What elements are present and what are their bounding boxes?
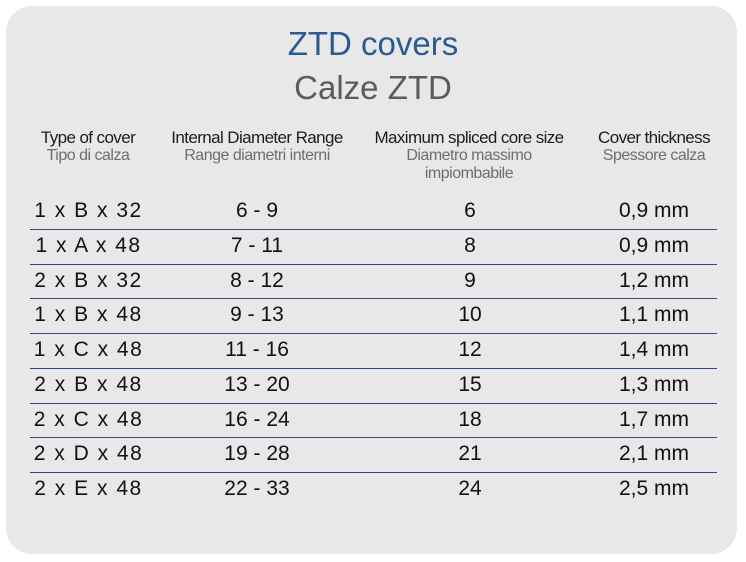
cell-type-of-cover: 2 x C x 48 — [33, 407, 144, 431]
page-title: ZTD covers — [287, 25, 459, 62]
cell-thickness: 1,3 mm — [618, 372, 689, 396]
cell-core-size: 15 — [458, 372, 482, 396]
table-row: 2 x D x 48 19 - 28 21 2,1 mm — [0, 437, 746, 472]
table-row: 1 x B x 48 9 - 13 10 1,1 mm — [0, 298, 746, 333]
cell-type-of-cover: 2 x B x 32 — [34, 268, 143, 292]
header-type-of-cover: Type of cover Tipo di calza — [20, 129, 156, 165]
header-label-it: Range diametri interni — [184, 147, 330, 164]
cell-diameter-range: 9 - 13 — [230, 303, 284, 327]
table-row: 2 x E x 48 22 - 33 24 2,5 mm — [0, 472, 746, 507]
cell-diameter-range: 22 - 33 — [224, 477, 290, 500]
table-row: 1 x A x 48 7 - 11 8 0,9 mm — [0, 229, 746, 264]
cell-type-of-cover: 2 x D x 48 — [33, 442, 144, 466]
table-row: 1 x C x 48 11 - 16 12 1,4 mm — [0, 333, 746, 368]
table-row: 1 x B x 32 6 - 9 6 0,9 mm — [0, 194, 746, 229]
cell-type-of-cover: 1 x B x 32 — [34, 199, 143, 222]
row-divider — [30, 263, 717, 265]
cell-thickness: 1,7 mm — [618, 407, 689, 431]
cell-diameter-range: 7 - 11 — [230, 233, 284, 257]
cell-thickness: 0,9 mm — [618, 199, 689, 222]
table-card — [6, 6, 737, 554]
cell-diameter-range: 19 - 28 — [224, 442, 290, 466]
cell-thickness: 1,1 mm — [618, 303, 689, 327]
row-divider — [30, 402, 717, 404]
page-subtitle: Calze ZTD — [294, 69, 452, 106]
header-internal-diameter-range: Internal Diameter Range Range diametri i… — [157, 129, 357, 165]
cell-diameter-range: 13 - 20 — [224, 372, 290, 396]
cell-core-size: 18 — [458, 407, 482, 431]
cell-type-of-cover: 1 x B x 48 — [34, 303, 143, 327]
row-divider — [30, 472, 717, 473]
header-cover-thickness: Cover thickness Spessore calza — [580, 129, 728, 165]
row-divider — [30, 298, 717, 300]
row-divider — [30, 437, 717, 439]
cell-core-size: 8 — [464, 233, 476, 257]
cell-type-of-cover: 1 x C x 48 — [33, 338, 144, 361]
table-row: 2 x C x 48 16 - 24 18 1,7 mm — [0, 403, 746, 438]
header-label-en: Maximum spliced core size — [374, 128, 564, 147]
cell-core-size: 24 — [458, 477, 482, 500]
cell-thickness: 2,5 mm — [618, 477, 689, 500]
cell-thickness: 0,9 mm — [618, 233, 689, 257]
cell-core-size: 9 — [464, 268, 476, 292]
cell-thickness: 1,4 mm — [618, 338, 689, 361]
row-divider — [30, 367, 717, 369]
cell-core-size: 12 — [458, 338, 482, 361]
header-label-en: Cover thickness — [598, 128, 711, 147]
cell-type-of-cover: 1 x A x 48 — [35, 233, 142, 257]
header-max-spliced-core-size: Maximum spliced core size Diametro massi… — [360, 129, 578, 183]
cell-thickness: 1,2 mm — [618, 268, 689, 292]
header-label-en: Internal Diameter Range — [171, 128, 343, 147]
cell-diameter-range: 8 - 12 — [230, 268, 284, 292]
cell-core-size: 10 — [458, 303, 482, 327]
cell-core-size: 21 — [458, 442, 482, 466]
header-label-it: Spessore calza — [602, 147, 706, 164]
cell-type-of-cover: 2 x E x 48 — [34, 477, 143, 500]
cell-diameter-range: 11 - 16 — [225, 338, 289, 361]
row-divider — [30, 333, 717, 334]
cell-thickness: 2,1 mm — [618, 442, 689, 466]
cell-type-of-cover: 2 x B x 48 — [34, 372, 143, 396]
header-label-it: Tipo di calza — [46, 147, 130, 164]
cell-diameter-range: 6 - 9 — [235, 199, 279, 222]
cell-core-size: 6 — [464, 199, 476, 222]
cell-diameter-range: 16 - 24 — [224, 407, 290, 431]
table-row: 2 x B x 32 8 - 12 9 1,2 mm — [0, 264, 746, 299]
header-label-en: Type of cover — [40, 128, 136, 147]
row-divider — [30, 228, 717, 230]
table-row: 2 x B x 48 13 - 20 15 1,3 mm — [0, 368, 746, 403]
header-label-it: Diametro massimo impiombabile — [406, 147, 532, 182]
